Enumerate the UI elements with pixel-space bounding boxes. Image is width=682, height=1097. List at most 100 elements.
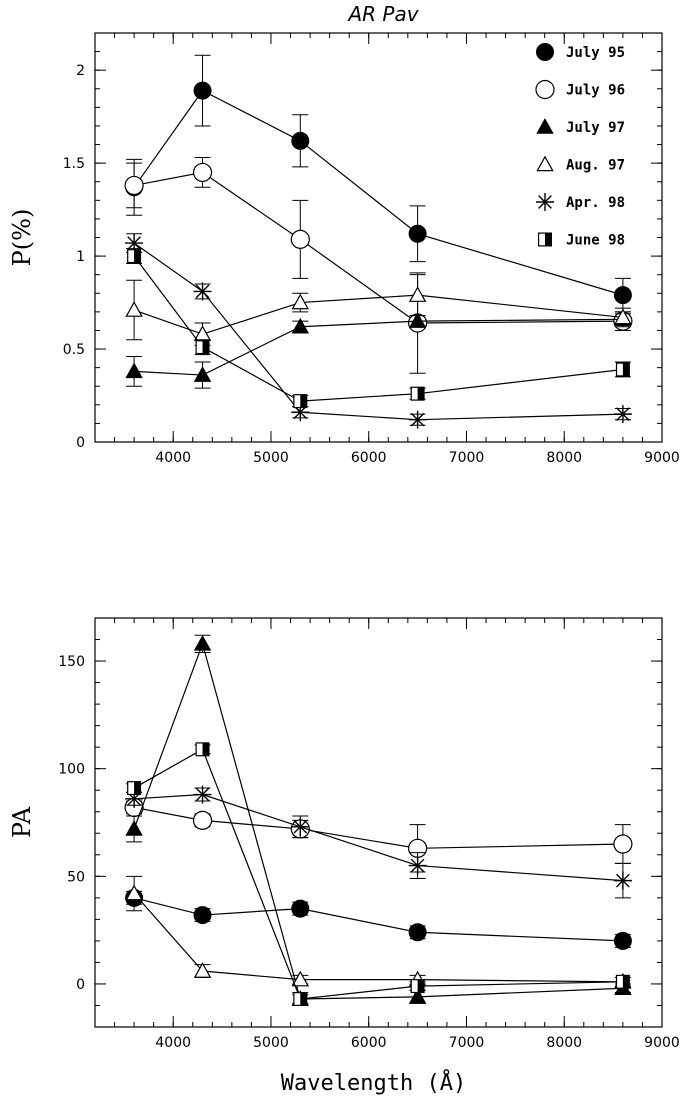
data-point bbox=[192, 810, 213, 830]
data-point bbox=[410, 386, 425, 401]
x-tick-label: 4000 bbox=[155, 1035, 191, 1051]
data-point bbox=[408, 312, 427, 328]
x-axis-label: Wavelength (Å) bbox=[281, 1069, 466, 1096]
series-line bbox=[133, 242, 623, 421]
data-point bbox=[192, 162, 213, 183]
y-tick-label: 0.5 bbox=[63, 342, 85, 358]
position-angle-panel: 4000 5000 6000 7000 8000 9000 0 50 100 150 PA Wavel… bbox=[8, 617, 680, 1096]
y-tick-label: 100 bbox=[58, 762, 85, 778]
y-tick-label: 150 bbox=[58, 654, 85, 670]
y-tick-label: 1.5 bbox=[63, 156, 85, 172]
data-point bbox=[290, 229, 310, 249]
legend-item: June 98 bbox=[537, 232, 625, 249]
y-tick-label: 0 bbox=[76, 977, 85, 993]
data-point bbox=[127, 249, 142, 264]
legend-marker bbox=[537, 232, 552, 247]
x-tick-label: 5000 bbox=[253, 450, 289, 466]
x-tick-label: 9000 bbox=[644, 1035, 680, 1051]
chart-title: AR Pav bbox=[346, 2, 419, 26]
series-line bbox=[133, 171, 623, 324]
data-point bbox=[613, 871, 632, 890]
y-axis-label: P(%) bbox=[8, 209, 36, 267]
series-3 bbox=[125, 875, 632, 989]
data-point bbox=[193, 962, 212, 978]
series-line bbox=[134, 793, 623, 882]
data-point bbox=[408, 224, 427, 243]
legend-label: Aug. 97 bbox=[566, 158, 625, 174]
legend-label: July 96 bbox=[566, 83, 625, 99]
x-tick-label: 8000 bbox=[546, 1035, 582, 1051]
data-point bbox=[127, 781, 142, 796]
series-5 bbox=[126, 742, 631, 1007]
data-point bbox=[614, 308, 632, 325]
y-axis-label: PA bbox=[8, 806, 36, 838]
series-4 bbox=[125, 785, 632, 899]
data-point bbox=[291, 970, 310, 987]
series-3 bbox=[125, 274, 632, 346]
data-point bbox=[410, 979, 425, 994]
y-tick-label: 0 bbox=[76, 435, 85, 451]
data-point bbox=[293, 992, 308, 1007]
legend-item: Apr. 98 bbox=[536, 193, 625, 211]
data-point bbox=[125, 820, 143, 836]
legend-marker bbox=[536, 155, 554, 172]
series-0 bbox=[125, 888, 632, 950]
legend-item: July 96 bbox=[535, 79, 625, 100]
series-4 bbox=[125, 233, 632, 429]
data-point bbox=[291, 317, 310, 334]
data-point bbox=[195, 742, 210, 757]
data-point bbox=[124, 175, 144, 196]
data-point bbox=[193, 906, 212, 925]
x-tick-label: 4000 bbox=[155, 450, 191, 466]
legend-label: July 95 bbox=[566, 45, 625, 61]
data-point bbox=[408, 987, 427, 1004]
data-point bbox=[193, 366, 212, 382]
legend-marker bbox=[535, 79, 555, 100]
data-point bbox=[195, 340, 210, 355]
data-point bbox=[613, 286, 632, 305]
legend-marker bbox=[536, 193, 554, 211]
x-tick-label: 7000 bbox=[449, 450, 485, 466]
x-tick-label: 7000 bbox=[449, 1035, 485, 1051]
data-point bbox=[125, 234, 144, 253]
data-point bbox=[291, 293, 310, 310]
data-point bbox=[615, 974, 630, 989]
data-point bbox=[408, 286, 427, 302]
x-tick-label: 6000 bbox=[351, 1035, 387, 1051]
x-tick-label: 5000 bbox=[253, 1035, 289, 1051]
legend-item: Aug. 97 bbox=[536, 155, 625, 174]
data-point bbox=[613, 405, 632, 424]
x-tick-label: 6000 bbox=[351, 450, 387, 466]
series-line bbox=[133, 89, 624, 296]
series-line bbox=[133, 748, 623, 1000]
legend-label: Apr. 98 bbox=[566, 195, 625, 211]
data-point bbox=[615, 362, 630, 377]
legend: July 95 July 96 July 97 Aug. 97 Apr. 98 June … bbox=[535, 43, 625, 249]
polarization-panel: 4000 5000 6000 7000 8000 9000 0 0.5 1 1.5 2 AR Pav P… bbox=[8, 2, 680, 466]
legend-label: June 98 bbox=[566, 233, 625, 249]
data-point bbox=[408, 410, 427, 429]
data-point bbox=[125, 362, 143, 379]
x-tick-label: 9000 bbox=[644, 450, 680, 466]
data-point bbox=[193, 282, 212, 301]
legend-marker bbox=[536, 118, 554, 134]
data-point bbox=[408, 856, 427, 875]
y-tick-label: 2 bbox=[76, 63, 85, 79]
data-point bbox=[193, 81, 212, 100]
data-point bbox=[193, 325, 212, 341]
data-point bbox=[193, 634, 212, 651]
data-point bbox=[291, 899, 310, 918]
legend-label: July 97 bbox=[566, 120, 625, 136]
data-point bbox=[291, 131, 310, 150]
legend-marker bbox=[536, 43, 554, 61]
data-point bbox=[613, 931, 632, 950]
data-point bbox=[125, 884, 143, 901]
series-5 bbox=[126, 248, 631, 409]
data-point bbox=[293, 394, 308, 409]
data-point bbox=[193, 785, 212, 804]
x-tick-label: 8000 bbox=[546, 450, 582, 466]
data-point bbox=[125, 301, 143, 317]
data-point bbox=[408, 923, 427, 942]
series-0 bbox=[125, 54, 632, 313]
